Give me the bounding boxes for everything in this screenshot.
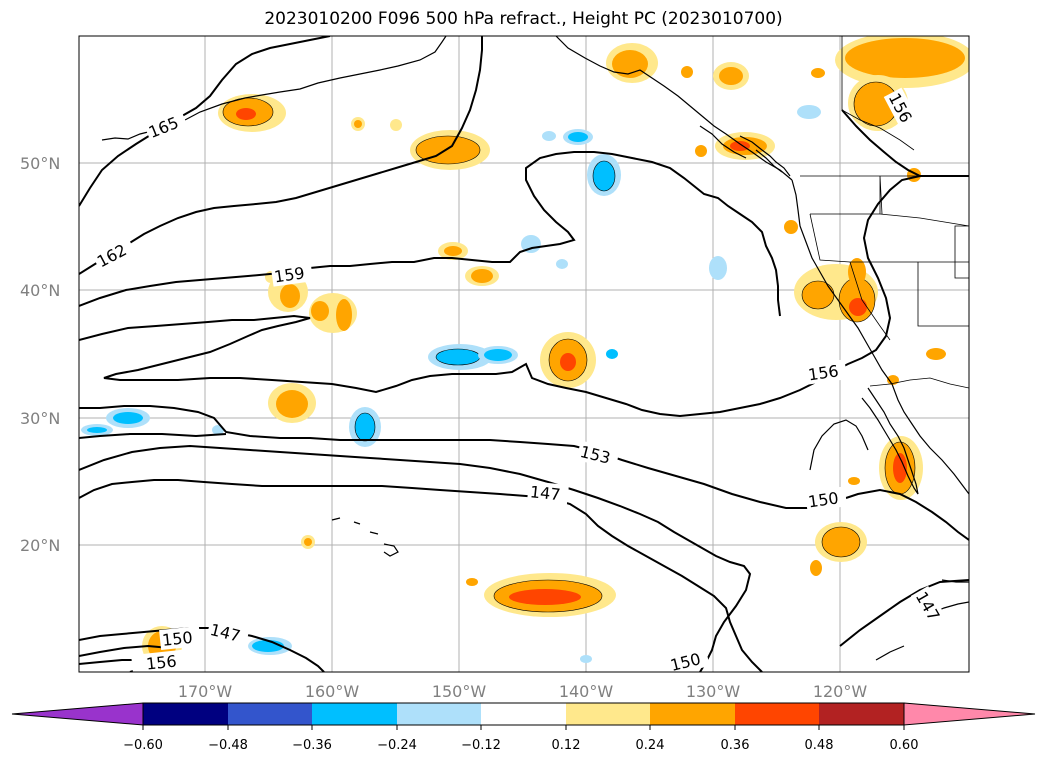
contour-150 (79, 433, 227, 439)
lat-label-50n: 50°N (20, 154, 60, 173)
longitude-labels: 170°W 160°W 150°W 140°W 130°W 120°W (178, 682, 868, 701)
blob-neg-central-35n (428, 344, 518, 370)
blob-bc-coast (713, 62, 749, 90)
colorbar-extend-high (903, 702, 1036, 726)
colorbar-tick-label: 0.60 (890, 738, 919, 753)
colorbar-swatch-navy (143, 703, 228, 725)
contour-147 (79, 479, 763, 672)
colorbar-tick-labels: −0.60 −0.48 −0.36 −0.24 −0.12 0.12 0.24 … (123, 738, 918, 753)
contour-label-156: 156 (807, 361, 840, 384)
colorbar-tick-label: −0.12 (461, 738, 501, 753)
colorbar-swatch-white (481, 703, 566, 725)
contour-label-156-sw: 156 (145, 652, 177, 674)
colorbar-swatch-lightyellow (566, 703, 650, 725)
lon-label-120w: 120°W (813, 682, 868, 701)
lon-label-170w: 170°W (178, 682, 233, 701)
lat-label-30n: 30°N (20, 409, 60, 428)
blob-neg-southwest (248, 637, 292, 655)
contour-162 (79, 36, 483, 275)
coast-west-us (791, 179, 969, 495)
contour-150-sw (79, 644, 171, 657)
coastlines (101, 36, 969, 661)
blob-canada-northeast (835, 36, 969, 131)
lon-label-130w: 130°W (686, 682, 741, 701)
negative-anomaly-blobs (81, 105, 821, 663)
blob-south-15n (484, 573, 616, 617)
blob-west-31n (268, 383, 316, 423)
blob-california (794, 258, 878, 323)
colorbar-swatch-redorange (735, 703, 819, 725)
blob-gulf-alaska-west (218, 94, 286, 132)
coast-aleutians (101, 36, 447, 141)
colorbar-swatch-lightblue (397, 703, 481, 725)
border-alaska-canada (841, 36, 915, 151)
colorbar-swatch-royal (228, 703, 312, 725)
positive-anomaly-blobs (142, 36, 969, 666)
blob-neg-west-30n (81, 407, 381, 447)
blob-neg-small-north (212, 105, 821, 663)
border-us-mexico (869, 377, 969, 389)
lon-label-150w: 150°W (432, 682, 487, 701)
colorbar-tick-label: −0.48 (208, 738, 248, 753)
colorbar-frame (142, 702, 905, 726)
colorbar-tick-label: −0.36 (292, 738, 332, 753)
coast-gulf-california (809, 419, 869, 471)
colorbar-tick-label: 0.24 (636, 738, 665, 753)
blob-tiny-scattered (265, 66, 946, 586)
contour-label-159: 159 (273, 263, 306, 286)
coast-alaska-gulf (555, 36, 793, 181)
colorbar-swatch-sky (312, 703, 397, 725)
coast-hawaii (331, 517, 399, 557)
coast-vancouver-island (739, 135, 791, 177)
contour-153 (79, 405, 969, 541)
contour-label-147: 147 (529, 482, 561, 504)
contour-156-north (841, 109, 969, 177)
colorbar-ticks (142, 725, 905, 730)
lat-label-40n: 40°N (20, 281, 60, 300)
lat-label-20n: 20°N (20, 536, 60, 555)
lon-label-140w: 140°W (559, 682, 614, 701)
contour-label-150: 150 (807, 488, 840, 511)
blob-north-pacific (410, 130, 490, 170)
blob-mexico-20n (815, 522, 867, 562)
colorbar-tick-label: 0.48 (805, 738, 834, 753)
latitude-labels: 50°N 40°N 30°N 20°N (20, 154, 60, 555)
map-frame (78, 35, 970, 673)
colorbar-swatch-orange (650, 703, 735, 725)
colorbar: −0.60 −0.48 −0.36 −0.24 −0.12 0.12 0.24 … (11, 702, 1036, 753)
colorbar-tick-label: 0.12 (552, 738, 581, 753)
contour-147-se (839, 579, 969, 647)
border-states (809, 175, 969, 341)
contour-label-150-sw: 150 (161, 628, 193, 650)
blob-neg-north (587, 154, 621, 196)
colorbar-swatch-firebrick (819, 703, 904, 725)
colorbar-tick-label: 0.36 (721, 738, 750, 753)
contour-label-150-south: 150 (668, 649, 702, 675)
colorbar-extend-low (11, 702, 144, 726)
chart-title: 2023010200 F096 500 hPa refract., Height… (264, 9, 783, 29)
lon-label-160w: 160°W (305, 682, 360, 701)
contour-165 (79, 36, 331, 207)
contour-150-south (79, 444, 752, 672)
coast-baja (861, 387, 919, 495)
contour-156 (79, 175, 969, 418)
blob-small-45n (438, 242, 499, 286)
blob-central-35n (540, 332, 596, 388)
colorbar-tick-label: −0.24 (377, 738, 417, 753)
coast-bc-islands (699, 125, 783, 173)
colorbar-tick-label: −0.60 (123, 738, 163, 753)
